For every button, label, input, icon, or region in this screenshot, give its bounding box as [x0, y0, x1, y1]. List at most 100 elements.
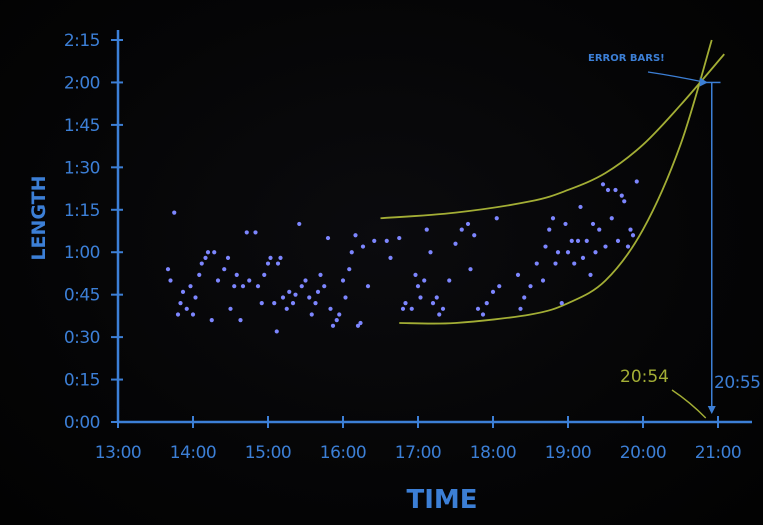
data-point: [403, 301, 408, 306]
data-point: [287, 289, 292, 294]
data-point: [268, 255, 273, 260]
data-point: [262, 272, 267, 277]
x-tick-label: 20:00: [620, 443, 667, 463]
data-point: [388, 255, 393, 260]
y-tick-label: 0:30: [64, 328, 100, 348]
data-point: [175, 312, 181, 317]
data-point: [572, 261, 577, 266]
data-point: [278, 255, 283, 260]
data-point: [630, 233, 636, 238]
data-point: [225, 255, 231, 260]
data-point: [569, 238, 574, 244]
data-point: [222, 267, 227, 272]
data-point: [555, 250, 561, 255]
x-tick-label: 14:00: [170, 443, 217, 463]
data-point: [313, 301, 318, 306]
data-point: [228, 306, 233, 311]
data-point: [468, 267, 473, 272]
x-tick-label: 16:00: [320, 443, 367, 463]
x-tick-label: 15:00: [245, 443, 292, 463]
data-point: [365, 284, 371, 289]
data-point: [274, 329, 279, 334]
data-point: [203, 255, 208, 260]
data-point: [303, 278, 308, 283]
data-point: [337, 312, 342, 317]
data-point: [334, 318, 339, 323]
axes: 0:00 0:15 0:30 0:45 1:00 1:15 1:30 1:45 2:00 2:15…: [28, 30, 752, 515]
data-point: [600, 182, 606, 187]
data-point: [340, 278, 346, 283]
data-point: [275, 261, 281, 266]
data-point: [472, 233, 477, 238]
data-point: [349, 250, 354, 255]
data-point: [215, 278, 221, 283]
data-point: [575, 238, 581, 244]
data-point: [424, 227, 429, 232]
data-point: [353, 233, 358, 238]
data-point: [238, 318, 243, 323]
data-point: [434, 295, 439, 300]
data-point: [178, 301, 183, 306]
x-tick-label: 19:00: [545, 443, 592, 463]
data-point: [322, 284, 327, 289]
error-bars-annotation: ERROR BARS!: [588, 53, 665, 64]
data-point: [628, 227, 633, 232]
data-point: [180, 289, 186, 294]
data-point: [259, 301, 264, 306]
data-point: [563, 221, 568, 227]
data-point: [330, 323, 336, 328]
data-point: [413, 272, 418, 277]
fit-curves: [380, 39, 725, 325]
data-point: [284, 306, 289, 311]
data-point: [343, 295, 348, 300]
data-point: [578, 204, 583, 210]
data-point: [244, 230, 249, 235]
data-point: [459, 227, 464, 232]
data-point: [565, 250, 571, 255]
data-point: [597, 227, 602, 232]
data-point: [347, 267, 352, 272]
data-point: [318, 272, 323, 277]
data-point: [590, 221, 596, 227]
yellow-time-arrow: [671, 389, 707, 419]
data-point: [168, 278, 173, 283]
y-tick-label: 1:45: [64, 116, 100, 136]
data-point: [240, 284, 246, 289]
y-axis-title: LENGTH: [28, 175, 50, 260]
data-point: [325, 235, 331, 241]
data-point: [430, 301, 436, 306]
data-point: [409, 306, 414, 311]
data-point: [232, 284, 237, 289]
data-point: [528, 284, 533, 289]
y-tick-label: 0:45: [64, 286, 100, 306]
data-point: [265, 261, 271, 266]
y-tick-label: 1:30: [64, 158, 100, 178]
data-point: [165, 267, 171, 272]
error-bars-arrow: [647, 71, 706, 84]
data-point: [515, 272, 521, 277]
data-point: [360, 244, 366, 249]
data-point: [550, 216, 556, 221]
y-tick-label: 0:15: [64, 371, 100, 391]
y-tick-label: 1:15: [64, 201, 100, 221]
data-point: [543, 244, 548, 249]
y-tick-label: 1:00: [64, 243, 100, 263]
data-point: [234, 272, 239, 277]
data-point: [625, 244, 631, 249]
data-point: [547, 227, 552, 232]
data-point: [272, 301, 277, 306]
data-point: [490, 289, 496, 294]
yellow-time-annotation: 20:54: [620, 367, 669, 387]
data-point: [297, 221, 302, 227]
upper-fit-curve: [380, 53, 725, 220]
data-point: [605, 187, 611, 193]
x-tick-label: 17:00: [395, 443, 442, 463]
data-point: [172, 210, 177, 215]
data-point: [619, 193, 624, 198]
data-point: [188, 284, 193, 289]
data-point: [280, 295, 286, 300]
data-point: [475, 306, 481, 311]
data-point: [372, 238, 377, 244]
data-point: [358, 320, 363, 326]
